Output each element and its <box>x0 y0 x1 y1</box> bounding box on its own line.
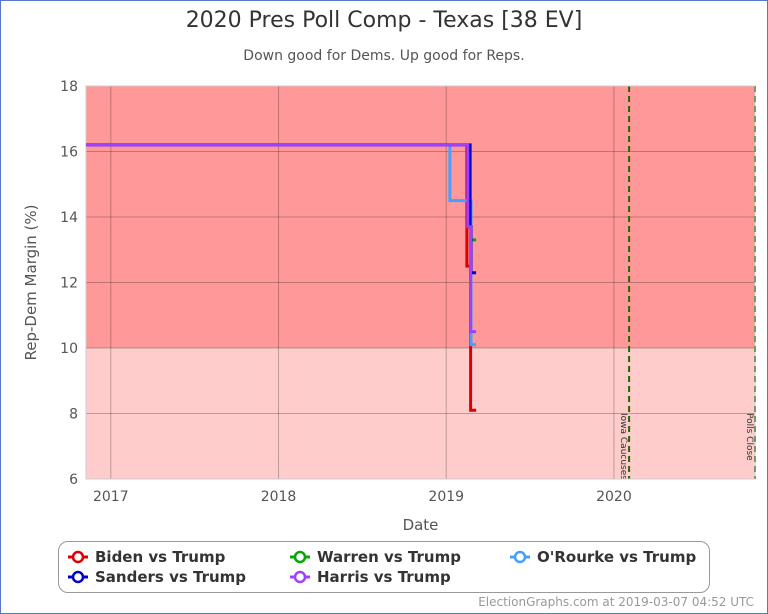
legend-item-orourke[interactable]: O'Rourke vs Trump <box>509 548 696 566</box>
y-tick-label: 6 <box>69 472 78 488</box>
legend-marker-icon <box>290 550 310 564</box>
legend: Biden vs Trump Warren vs Trump O'Rourke … <box>58 541 710 593</box>
event-label: Polls Close <box>744 413 754 461</box>
y-tick-label: 8 <box>69 407 78 423</box>
x-tick-label: 2017 <box>93 489 129 505</box>
legend-item-sanders[interactable]: Sanders vs Trump <box>67 568 246 586</box>
plot-border <box>85 85 756 480</box>
chart-subtitle: Down good for Dems. Up good for Reps. <box>243 48 525 64</box>
legend-marker-icon <box>510 550 530 564</box>
band <box>86 348 755 479</box>
legend-item-warren[interactable]: Warren vs Trump <box>289 548 461 566</box>
x-tick-label: 2019 <box>428 489 464 505</box>
y-tick-label: 10 <box>60 341 78 357</box>
x-tick-label: 2018 <box>261 489 297 505</box>
y-tick-label: 18 <box>60 79 78 95</box>
legend-label: O'Rourke vs Trump <box>537 548 697 566</box>
credit-text: ElectionGraphs.com at 2019-03-07 04:52 U… <box>478 595 754 609</box>
series-line <box>86 143 477 334</box>
legend-item-harris[interactable]: Harris vs Trump <box>289 568 451 586</box>
y-tick-label: 14 <box>60 210 78 226</box>
legend-marker-icon <box>68 570 88 584</box>
legend-label: Harris vs Trump <box>317 568 451 586</box>
legend-marker-icon <box>290 570 310 584</box>
x-axis-label: Date <box>403 516 439 534</box>
legend-marker-icon <box>68 550 88 564</box>
legend-label: Sanders vs Trump <box>95 568 247 586</box>
y-tick-label: 12 <box>60 276 78 292</box>
event-label: Iowa Caucuses <box>618 413 628 480</box>
band <box>86 86 755 348</box>
x-tick-label: 2020 <box>596 489 632 505</box>
legend-label: Warren vs Trump <box>317 548 461 566</box>
legend-label: Biden vs Trump <box>95 548 226 566</box>
chart-title: 2020 Pres Poll Comp - Texas [38 EV] <box>185 8 583 33</box>
y-axis-label: Rep-Dem Margin (%) <box>22 204 40 360</box>
y-tick-label: 16 <box>60 145 78 161</box>
legend-item-biden[interactable]: Biden vs Trump <box>67 548 225 566</box>
